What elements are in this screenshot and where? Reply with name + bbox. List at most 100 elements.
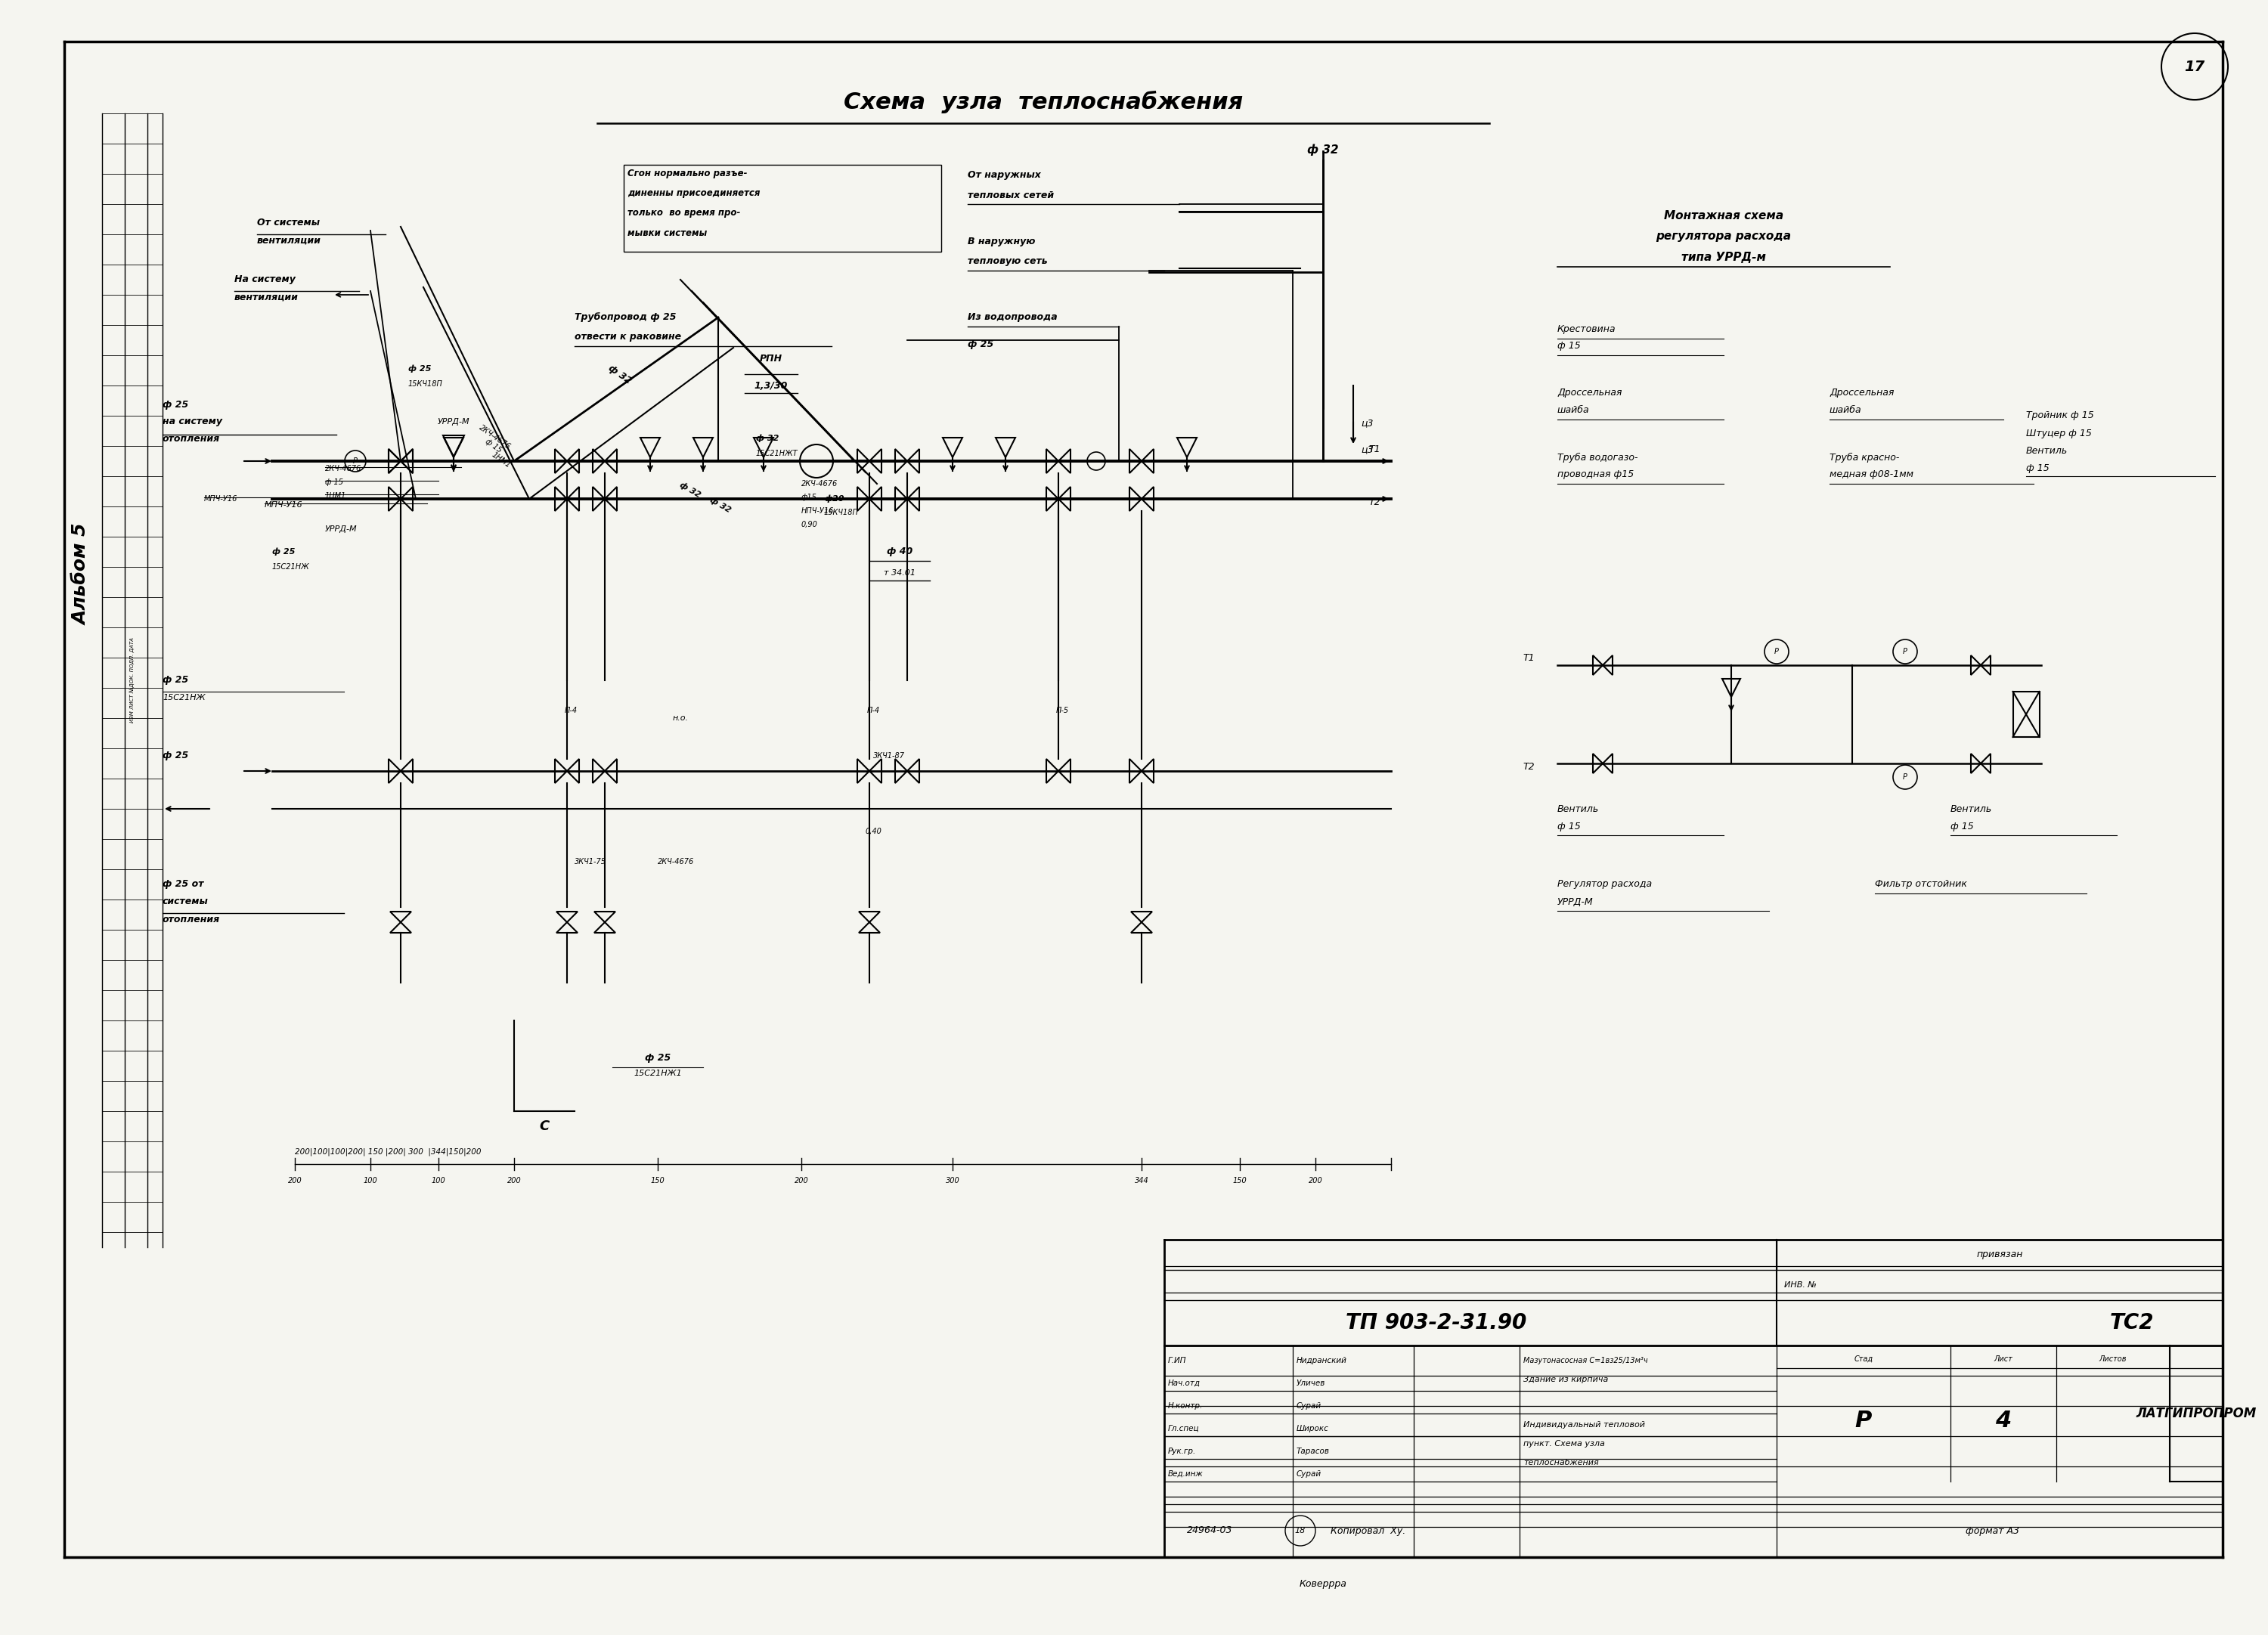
Text: 3КЧ1-87: 3КЧ1-87	[873, 752, 905, 760]
Text: Монтажная схема: Монтажная схема	[1665, 209, 1783, 221]
Text: привязан: привязан	[1975, 1249, 2023, 1259]
Text: проводная ф15: проводная ф15	[1558, 469, 1633, 479]
Text: T2: T2	[1368, 497, 1381, 507]
Text: Дроссельная: Дроссельная	[1558, 387, 1622, 397]
Text: ф15: ф15	[801, 494, 816, 502]
Text: 344: 344	[1134, 1177, 1148, 1184]
Text: 100: 100	[363, 1177, 376, 1184]
Text: P: P	[1774, 647, 1778, 656]
Text: Вентиль: Вентиль	[1558, 804, 1599, 814]
Text: Нидранский: Нидранский	[1297, 1357, 1347, 1364]
Text: ИЗМ ЛИСТ №ДОК. ПОДП. ДАТА: ИЗМ ЛИСТ №ДОК. ПОДП. ДАТА	[129, 638, 134, 723]
Text: отопления: отопления	[163, 435, 220, 445]
Text: ф 25: ф 25	[272, 548, 295, 556]
Text: вентиляции: вентиляции	[256, 235, 322, 245]
Text: 0,40: 0,40	[864, 827, 882, 835]
Text: P: P	[354, 458, 358, 464]
Text: ф20: ф20	[823, 495, 844, 504]
Text: ф 25: ф 25	[644, 1053, 671, 1063]
Text: ИНВ. №: ИНВ. №	[1785, 1282, 1817, 1288]
Text: ф 32: ф 32	[606, 363, 633, 386]
Text: 15С21НЖ: 15С21НЖ	[163, 693, 206, 701]
Text: МПЧ-У16: МПЧ-У16	[204, 495, 238, 502]
Text: 0,90: 0,90	[801, 522, 819, 528]
Text: Гл.спец: Гл.спец	[1168, 1424, 1200, 1432]
Text: теплоснабжения: теплоснабжения	[1524, 1458, 1599, 1467]
Text: ф 25: ф 25	[163, 675, 188, 685]
Text: Регулятор расхода: Регулятор расхода	[1558, 880, 1651, 889]
Text: Фильтр отстойник: Фильтр отстойник	[1876, 880, 1966, 889]
Text: Мазутонасосная С=1вз25/13м³ч: Мазутонасосная С=1вз25/13м³ч	[1524, 1357, 1649, 1364]
Text: ф 32: ф 32	[1306, 144, 1338, 155]
Text: шайба: шайба	[1830, 405, 1862, 415]
Text: ТС2: ТС2	[2109, 1313, 2155, 1334]
Text: 2КЧ-4676: 2КЧ-4676	[658, 858, 694, 865]
Text: 150: 150	[1234, 1177, 1247, 1184]
Text: ф 25: ф 25	[163, 399, 188, 409]
Text: 100: 100	[431, 1177, 445, 1184]
Text: Р: Р	[1855, 1409, 1871, 1432]
Text: 17: 17	[2184, 59, 2204, 74]
Text: Уличев: Уличев	[1297, 1380, 1325, 1386]
Text: НПЧ-У16: НПЧ-У16	[801, 507, 835, 515]
Text: 200: 200	[288, 1177, 302, 1184]
Text: только  во время про-: только во время про-	[628, 208, 739, 217]
Text: T1: T1	[1368, 445, 1381, 455]
Text: диненны присоединяется: диненны присоединяется	[628, 188, 760, 198]
Text: П-4: П-4	[565, 706, 578, 714]
Text: С: С	[540, 1120, 549, 1133]
Text: отопления: отопления	[163, 914, 220, 924]
Text: ф 25: ф 25	[408, 365, 431, 373]
Text: системы: системы	[163, 898, 209, 907]
Text: 15С21НЖ1: 15С21НЖ1	[633, 1069, 683, 1077]
Text: ф 25: ф 25	[163, 750, 188, 760]
Text: МПЧ-У16: МПЧ-У16	[265, 502, 304, 508]
Text: 2КЧ-4676: 2КЧ-4676	[479, 423, 513, 451]
Text: 4: 4	[1996, 1409, 2012, 1432]
Text: т 34.01: т 34.01	[885, 569, 916, 577]
Text: Тарасов: Тарасов	[1297, 1447, 1329, 1455]
Text: отвести к раковине: отвести к раковине	[574, 332, 680, 342]
Text: 18: 18	[1295, 1527, 1306, 1535]
Text: 200: 200	[1309, 1177, 1322, 1184]
Text: ф 25: ф 25	[968, 338, 993, 348]
Text: П-4: П-4	[866, 706, 880, 714]
Text: ф 15: ф 15	[324, 479, 342, 486]
Text: ф 15: ф 15	[483, 438, 503, 455]
Text: Дроссельная: Дроссельная	[1830, 387, 1894, 397]
Text: 200: 200	[508, 1177, 522, 1184]
Text: От системы: От системы	[256, 217, 320, 227]
Text: 15КЧ18П: 15КЧ18П	[823, 508, 860, 517]
Text: Индивидуальный тепловой: Индивидуальный тепловой	[1524, 1421, 1644, 1429]
Text: Тройник ф 15: Тройник ф 15	[2025, 410, 2093, 420]
Text: 200|100|100|200| 150 |200| 300  |344|150|200: 200|100|100|200| 150 |200| 300 |344|150|…	[295, 1148, 481, 1156]
Text: T1: T1	[1522, 652, 1535, 662]
Text: Листов: Листов	[2100, 1355, 2127, 1364]
Text: 300: 300	[946, 1177, 959, 1184]
Bar	[624, 165, 941, 252]
Text: вентиляции: вентиляции	[234, 293, 299, 302]
Text: 1,3/30: 1,3/30	[755, 381, 787, 391]
Text: Штуцер ф 15: Штуцер ф 15	[2025, 428, 2091, 438]
Text: Рук.гр.: Рук.гр.	[1168, 1447, 1195, 1455]
Text: тепловых сетей: тепловых сетей	[968, 190, 1055, 199]
Text: Сурай: Сурай	[1297, 1403, 1322, 1409]
Text: ЛАТГИПРОПРОМ: ЛАТГИПРОПРОМ	[2136, 1406, 2257, 1421]
Text: Трубопровод ф 25: Трубопровод ф 25	[574, 312, 676, 322]
Text: 3КЧ1-75: 3КЧ1-75	[574, 858, 606, 865]
Text: ц3: ц3	[1361, 445, 1372, 455]
Text: Стад: Стад	[1853, 1355, 1873, 1364]
Text: ф 15: ф 15	[1558, 821, 1581, 831]
Text: Труба красно-: Труба красно-	[1830, 453, 1898, 463]
Text: ф 15: ф 15	[1950, 821, 1973, 831]
Text: РПН: РПН	[760, 355, 782, 365]
Text: На систему: На систему	[234, 275, 295, 284]
Text: Нач.отд: Нач.отд	[1168, 1380, 1200, 1386]
Text: ф 25 от: ф 25 от	[163, 880, 204, 889]
Text: 200: 200	[794, 1177, 807, 1184]
Text: Коверрра: Коверрра	[1300, 1579, 1347, 1589]
Text: ф 40: ф 40	[887, 546, 912, 556]
Text: ц3: ц3	[1361, 419, 1372, 428]
Text: н.о.: н.о.	[671, 714, 689, 723]
Text: Здание из кирпича: Здание из кирпича	[1524, 1375, 1608, 1383]
